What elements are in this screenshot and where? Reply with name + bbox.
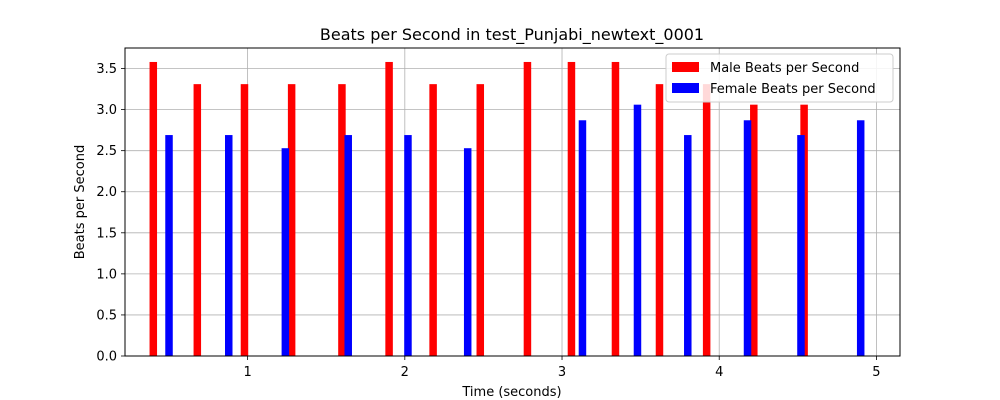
- y-tick-label: 0.0: [96, 350, 117, 365]
- bar-male: [611, 61, 620, 356]
- bar-male: [702, 84, 711, 356]
- bar-female: [344, 135, 352, 356]
- legend-label: Female Beats per Second: [710, 82, 876, 97]
- y-tick-label: 1.0: [96, 267, 117, 282]
- x-tick-label: 5: [872, 365, 880, 380]
- x-tick-label: 3: [558, 365, 566, 380]
- bar-female: [578, 120, 587, 356]
- bars: [149, 61, 865, 356]
- y-tick-label: 1.5: [96, 226, 117, 241]
- bar-male: [567, 61, 576, 356]
- x-axis-label: Time (seconds): [461, 385, 561, 400]
- y-axis-label: Beats per Second: [73, 145, 88, 259]
- bar-female: [856, 120, 865, 356]
- legend-box: [665, 53, 894, 103]
- grid-lines: [125, 48, 900, 357]
- bar-male: [750, 104, 758, 356]
- legend-swatch: [672, 62, 699, 72]
- bar-male: [193, 84, 202, 356]
- bar-female: [225, 135, 233, 356]
- bar-female: [463, 148, 472, 356]
- x-tick-label: 4: [715, 365, 723, 380]
- y-tick-label: 2.0: [96, 185, 117, 200]
- y-tick-label: 3.0: [96, 103, 117, 118]
- bar-male: [429, 84, 437, 356]
- bar-male: [287, 84, 296, 356]
- x-tick-label: 2: [401, 365, 409, 380]
- y-tick-label: 3.5: [96, 62, 117, 77]
- x-tick-label: 1: [243, 365, 251, 380]
- bar-female: [684, 135, 692, 356]
- y-tick-label: 2.5: [96, 144, 117, 159]
- bar-female: [633, 104, 642, 356]
- bar-male: [149, 61, 158, 356]
- bar-female: [165, 135, 173, 356]
- bar-male: [476, 84, 485, 356]
- bar-male: [523, 61, 532, 356]
- legend: Male Beats per Second Female Beats per Se…: [665, 53, 894, 103]
- bar-male: [240, 84, 249, 356]
- chart-title: Beats per Second in test_Punjabi_newtext…: [320, 25, 704, 45]
- bar-male: [385, 61, 393, 356]
- y-tick-label: 0.5: [96, 308, 117, 323]
- axis-ticks: 1 2 3 4 5 0.0 0.5 1.0 1.5 2.0 2.5 3.0 3.5: [96, 62, 880, 380]
- bar-female: [743, 120, 752, 356]
- bar-female: [797, 135, 805, 356]
- bar-male: [655, 84, 664, 356]
- bar-female: [404, 135, 412, 356]
- legend-label: Male Beats per Second: [710, 61, 859, 76]
- bar-female: [281, 148, 290, 356]
- bar-male: [338, 84, 346, 356]
- plot-frame: [124, 47, 901, 357]
- legend-swatch: [672, 83, 699, 93]
